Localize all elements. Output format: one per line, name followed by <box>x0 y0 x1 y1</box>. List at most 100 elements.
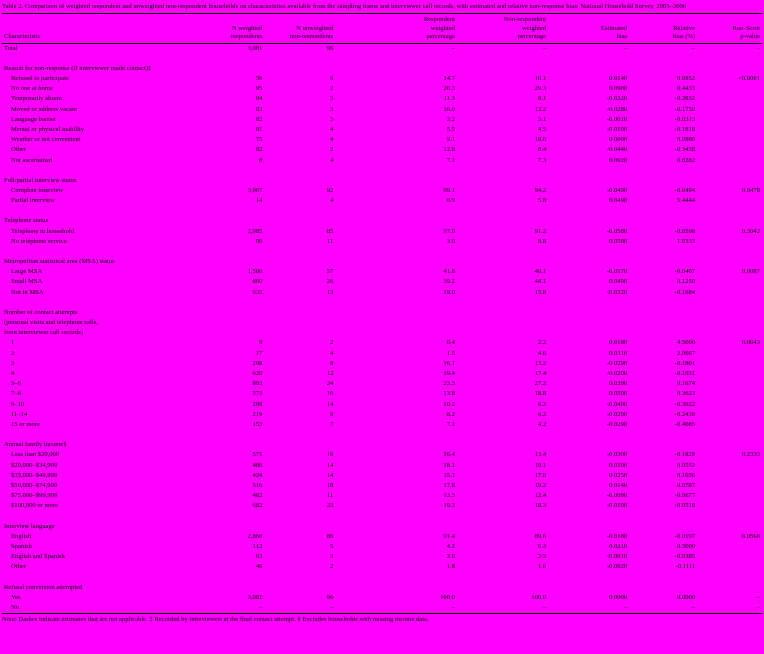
cell-value: 18.3 <box>534 502 547 510</box>
cell-value: 96 <box>326 44 334 52</box>
cell-value: 2.5 <box>537 553 547 561</box>
table-row: Complete interview 3,067 92 99.1 94.2 -0.0490… <box>2 186 762 196</box>
cell-value: -0.0320 <box>606 95 628 103</box>
table-row: Large MSA 1,586 57 41.8 40.1 -0.0170 -0.0407 0.… <box>2 267 762 277</box>
row-label: 7–8 <box>11 390 21 398</box>
row-label: No telephone service <box>11 237 67 245</box>
cell-value: 7.1 <box>446 156 455 164</box>
cell-value: 15.8 <box>534 288 547 296</box>
table-row: $20,000–$34,999 486 14 18.1 19.1 0.0100 0.0552 <box>2 461 762 471</box>
cell-value: -0.0200 <box>606 369 628 377</box>
spacer-row <box>2 206 762 216</box>
cell-value: 13.8 <box>443 390 455 398</box>
section-header-row: Annual family income§ <box>2 440 762 450</box>
cell-value: -0.2439 <box>674 410 696 418</box>
cell-value: -0.0494 <box>674 186 696 194</box>
cell-value: -0.1818 <box>674 125 696 133</box>
cell-value: 1.9333 <box>676 237 696 245</box>
cell-value: 12 <box>326 369 334 377</box>
cell-value: 100.0 <box>440 593 455 601</box>
table-row: No telephone service 96 11 3.0 8.8 0.0580 1.93… <box>2 237 762 247</box>
cell-value: – <box>756 593 760 601</box>
row-label: 15 or more <box>11 421 40 428</box>
cell-value <box>697 237 762 247</box>
cell-value: 13.2 <box>534 359 547 367</box>
cell-value: 23.3 <box>443 380 455 388</box>
column-header: Relative bias (%) <box>629 14 698 44</box>
cell-value: -0.0677 <box>674 492 696 500</box>
row-label: Total <box>4 44 18 52</box>
table-row: Yes 3,081 96 100.0 100.0 0.0000 0.0000 – <box>2 593 762 603</box>
spacer-row <box>2 298 762 308</box>
cell-value: 17.4 <box>534 369 547 377</box>
cell-value: 0.0310 <box>609 349 628 357</box>
cell-value: 63 <box>255 553 263 561</box>
cell-value: 13.2 <box>534 105 547 113</box>
cell-value <box>697 349 762 359</box>
column-header: Estimated bias <box>548 14 630 44</box>
section-header: Telephone status <box>4 217 49 225</box>
cell-value: -0.2832 <box>674 95 696 103</box>
cell-value: 0.0250 <box>609 471 628 479</box>
cell-value: 4 <box>330 125 334 133</box>
cell-value: 0.0020 <box>609 156 628 164</box>
cell-value: 4.2 <box>537 421 547 428</box>
cell-value: 12.4 <box>534 492 547 500</box>
table-row: Mental or physical inability 81 4 5.5 4.5 -0.… <box>2 125 762 135</box>
spacer-row <box>2 512 762 522</box>
cell-value: <0.0001 <box>738 74 760 82</box>
cell-value: 6.3 <box>537 543 547 551</box>
cell-value: 41.8 <box>443 268 455 276</box>
spacer-row <box>2 430 762 440</box>
cell-value: 635 <box>252 288 263 296</box>
column-header: N weighted respondents <box>197 14 265 44</box>
cell-value: 3,067 <box>247 186 263 194</box>
cell-value: 0.0282 <box>676 156 696 164</box>
section-header: Number of contact attempts (personal vis… <box>4 308 98 337</box>
cell-value: 7.3 <box>537 156 547 164</box>
cell-value: 0.0989 <box>676 136 696 144</box>
cell-value: 0.0900 <box>609 85 628 93</box>
cell-value: 56 <box>255 74 263 82</box>
cell-value: 16.1 <box>443 359 455 367</box>
spacer-cell <box>2 206 762 216</box>
cell-value: 29.3 <box>534 85 547 93</box>
cell-value: 3,081 <box>247 593 263 601</box>
cell-value: 11 <box>327 492 334 500</box>
cell-value <box>697 105 762 115</box>
row-label: 1 <box>11 339 15 347</box>
cell-value: 424 <box>252 471 263 479</box>
table-row: Refused to participate 56 6 14.7 16.1 0.0140 0… <box>2 74 762 84</box>
cell-value: 16 <box>326 390 334 398</box>
cell-value: 2 <box>330 563 334 571</box>
cell-value: 7.1 <box>446 421 455 428</box>
cell-value: – <box>330 604 334 612</box>
cell-value: -0.0598 <box>674 227 696 235</box>
row-label: 4 <box>11 369 15 377</box>
row-label: Other <box>11 563 27 571</box>
cell-value: 4 <box>330 156 334 164</box>
cell-value: 571 <box>252 451 263 459</box>
cell-value: 4 <box>330 136 334 144</box>
cell-value: 4.2 <box>446 543 455 551</box>
cell-value: -0.1829 <box>674 451 696 459</box>
cell-value: -0.1684 <box>674 288 696 296</box>
cell-value: 23 <box>326 502 334 510</box>
cell-value: -0.0010 <box>606 115 628 123</box>
spacer-cell <box>2 430 762 440</box>
cell-value: 12.8 <box>443 146 455 154</box>
cell-value: 2 <box>330 146 334 154</box>
row-label: $100,000 or more <box>11 502 59 510</box>
section-header: Interview language <box>4 522 55 530</box>
cell-value: 0.0490 <box>609 197 628 205</box>
table-header-row: Characteristic N weighted respondents N un… <box>2 14 762 44</box>
spacer-cell <box>2 247 762 257</box>
cell-value: -0.0290 <box>606 359 628 367</box>
table-row: Partial interview 14 4 0.9 5.8 0.0490 5.4444 <box>2 196 762 206</box>
table-row: Temporarily absent 84 3 11.3 8.1 -0.0320 -0.28… <box>2 94 762 104</box>
cell-value: 8.4 <box>537 146 547 154</box>
cell-value: 2 <box>330 85 334 93</box>
cell-value: 219 <box>252 410 263 418</box>
cell-value: 1.5 <box>446 349 455 357</box>
cell-value: 19.0 <box>443 288 455 296</box>
